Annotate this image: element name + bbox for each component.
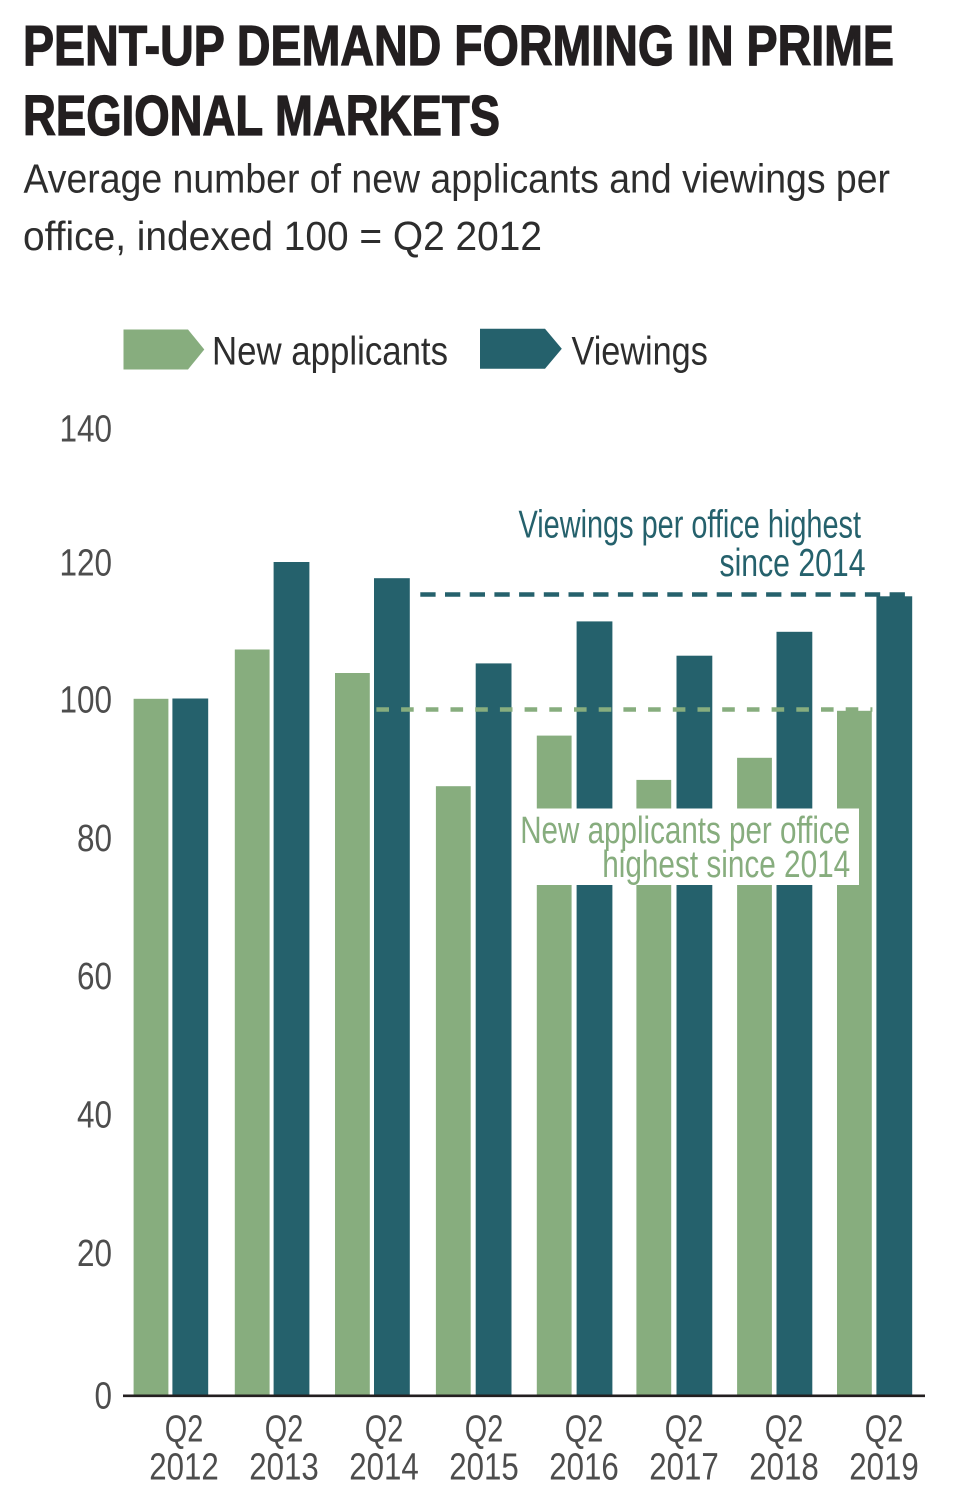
svg-text:20: 20 [77, 1233, 112, 1275]
svg-text:Q2: Q2 [865, 1409, 904, 1451]
svg-text:40: 40 [77, 1094, 112, 1136]
svg-text:New applicants per office: New applicants per office [520, 810, 850, 852]
svg-text:New applicants: New applicants [212, 330, 448, 374]
svg-text:140: 140 [60, 409, 113, 451]
svg-text:Q2: Q2 [465, 1409, 504, 1451]
svg-text:since 2014: since 2014 [720, 542, 866, 585]
svg-text:2013: 2013 [249, 1447, 319, 1489]
svg-text:2019: 2019 [849, 1447, 919, 1489]
svg-text:Q2: Q2 [565, 1409, 604, 1451]
svg-text:0: 0 [95, 1376, 113, 1418]
svg-text:2017: 2017 [649, 1447, 719, 1489]
svg-text:80: 80 [77, 818, 112, 860]
svg-text:Q2: Q2 [365, 1409, 404, 1451]
svg-text:2014: 2014 [349, 1447, 419, 1489]
svg-text:Q2: Q2 [765, 1409, 804, 1451]
svg-text:2015: 2015 [449, 1447, 519, 1489]
svg-text:PENT-UP DEMAND FORMING IN PRIM: PENT-UP DEMAND FORMING IN PRIME [23, 14, 894, 78]
svg-text:Q2: Q2 [665, 1409, 704, 1451]
svg-text:Viewings per office highest: Viewings per office highest [519, 503, 862, 546]
svg-text:Viewings: Viewings [572, 330, 708, 374]
svg-text:2012: 2012 [149, 1447, 219, 1489]
svg-text:2016: 2016 [549, 1447, 619, 1489]
svg-text:120: 120 [60, 542, 113, 584]
svg-text:Q2: Q2 [265, 1409, 304, 1451]
svg-text:office, indexed 100 = Q2 2012: office, indexed 100 = Q2 2012 [23, 213, 542, 259]
svg-text:REGIONAL MARKETS: REGIONAL MARKETS [23, 84, 500, 148]
svg-text:100: 100 [60, 680, 113, 722]
svg-text:Average number of new applican: Average number of new applicants and vie… [24, 156, 891, 202]
svg-text:60: 60 [77, 956, 112, 998]
svg-text:2018: 2018 [749, 1447, 819, 1489]
svg-text:highest since 2014: highest since 2014 [602, 844, 850, 886]
svg-text:Q2: Q2 [165, 1409, 204, 1451]
